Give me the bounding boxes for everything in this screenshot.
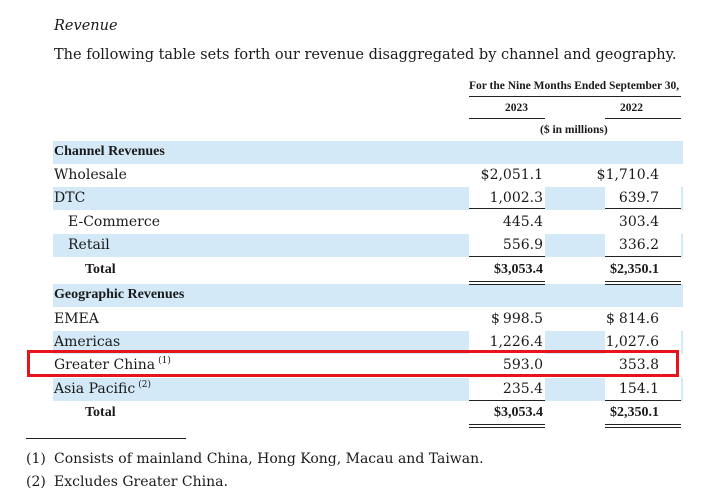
value-cell-bg (469, 331, 545, 354)
table-row: Retail 556.9 336.2 (53, 234, 683, 257)
row-label-text: EMEA (54, 311, 99, 327)
value-cell-bg (469, 234, 545, 257)
value-2023: 1,226.4 (489, 334, 543, 350)
value-2022: 303.4 (618, 214, 659, 230)
value-2022: $2,350.1 (610, 405, 659, 420)
table-row: Channel Revenues (53, 141, 683, 164)
value-2023: 1,002.3 (489, 190, 543, 206)
subtotal-rule (469, 208, 545, 209)
value-2022: 814.6 (618, 311, 659, 327)
footnote-2: (2) Excludes Greater China. (26, 474, 228, 490)
value-2022: 1,027.6 (605, 334, 659, 350)
subtotal-rule (469, 400, 545, 401)
footnote-2-text: Excludes Greater China. (54, 474, 228, 490)
footnote-1-text: Consists of mainland China, Hong Kong, M… (54, 451, 484, 467)
greater-china-highlight-box (27, 350, 679, 377)
header-units: ($ in millions) (540, 124, 608, 136)
header-period: For the Nine Months Ended September 30, (469, 80, 680, 92)
total-double-rule (469, 281, 545, 285)
row-label-text: Retail (68, 237, 110, 253)
footnote-ref: (2) (138, 380, 151, 390)
value-2023: 998.5 (502, 311, 543, 327)
value-2022: 639.7 (618, 190, 659, 206)
value-cell-bg (605, 234, 681, 257)
subtotal-rule (605, 208, 681, 209)
value-2023: $2,051.1 (480, 167, 543, 183)
value-2022: $2,350.1 (610, 262, 659, 277)
value-2022: 336.2 (618, 237, 659, 253)
subtotal-rule (469, 256, 545, 257)
row-label: Geographic Revenues (54, 287, 184, 303)
row-label-text: Greater China (54, 357, 156, 373)
footnote-2-number: (2) (26, 474, 46, 490)
row-label: Asia Pacific (2) (54, 380, 151, 397)
row-label: Retail (68, 237, 110, 253)
value-2023: $3,053.4 (494, 405, 543, 420)
row-label: DTC (54, 190, 85, 206)
dollar-sign: $ (606, 311, 615, 327)
value-cell-bg (469, 187, 545, 210)
footnote-rule (26, 438, 186, 439)
row-label: Wholesale (54, 167, 127, 183)
section-title: Revenue (54, 18, 118, 34)
row-label-text: E-Commerce (68, 214, 161, 230)
row-label: E-Commerce (68, 214, 160, 230)
row-label: Americas (54, 334, 120, 350)
header-col-rule-1 (469, 118, 545, 119)
value-cell-bg (605, 331, 681, 354)
row-label-text: Asia Pacific (54, 381, 136, 397)
value-cell-bg (469, 378, 545, 401)
header-period-rule (469, 96, 681, 97)
value-cell-bg (605, 187, 681, 210)
row-label: Total (85, 262, 116, 278)
value-cell-bg (605, 378, 681, 401)
value-2023: $3,053.4 (494, 262, 543, 277)
header-col-2023: 2023 (505, 102, 528, 114)
row-label-text: Total (85, 405, 116, 420)
footnote-1: (1) Consists of mainland China, Hong Kong… (26, 451, 484, 467)
value-2022: 353.8 (618, 357, 659, 373)
value-2023: 593.0 (502, 357, 543, 373)
footnote-1-number: (1) (26, 451, 46, 467)
header-col-2022: 2022 (620, 102, 643, 114)
table-row: Wholesale $2,051.1 $1,710.4 (53, 164, 683, 187)
row-label-text: DTC (54, 190, 86, 206)
row-label: Channel Revenues (54, 144, 165, 160)
row-label-text: Americas (54, 334, 121, 350)
total-double-rule (469, 424, 545, 428)
row-label-text: Geographic Revenues (54, 287, 185, 302)
table-row: Total $3,053.4 $2,350.1 (53, 259, 683, 282)
table-row: Americas 1,226.4 1,027.6 (53, 331, 683, 354)
row-label: EMEA (54, 311, 99, 327)
footnote-ref: (1) (158, 356, 171, 366)
subtotal-rule (605, 256, 681, 257)
row-label-text: Total (85, 262, 116, 277)
value-2023: 235.4 (502, 381, 543, 397)
row-label-text: Wholesale (54, 167, 127, 183)
total-double-rule (605, 281, 681, 285)
header-col-rule-2 (605, 118, 681, 119)
table-row: Greater China (1) 593.0 353.8 (53, 354, 683, 377)
table-row: Geographic Revenues (53, 284, 683, 307)
row-label-text: Channel Revenues (54, 144, 165, 159)
total-double-rule (605, 424, 681, 428)
table-row: EMEA 998.5 $814.6 $ (53, 308, 683, 331)
table-row: DTC 1,002.3 639.7 (53, 187, 683, 210)
value-2023: 445.4 (502, 214, 543, 230)
value-2022: 154.1 (618, 381, 659, 397)
row-label: Greater China (1) (54, 356, 171, 373)
table-row: Total $3,053.4 $2,350.1 (53, 402, 683, 425)
value-2022: $1,710.4 (596, 167, 659, 183)
intro-text: The following table sets forth our reven… (54, 47, 677, 63)
row-label: Total (85, 405, 116, 421)
table-row: Asia Pacific (2) 235.4 154.1 (53, 378, 683, 401)
dollar-sign: $ (491, 311, 500, 327)
value-2023: 556.9 (502, 237, 543, 253)
subtotal-rule (605, 400, 681, 401)
table-row: E-Commerce 445.4 303.4 (53, 211, 683, 234)
